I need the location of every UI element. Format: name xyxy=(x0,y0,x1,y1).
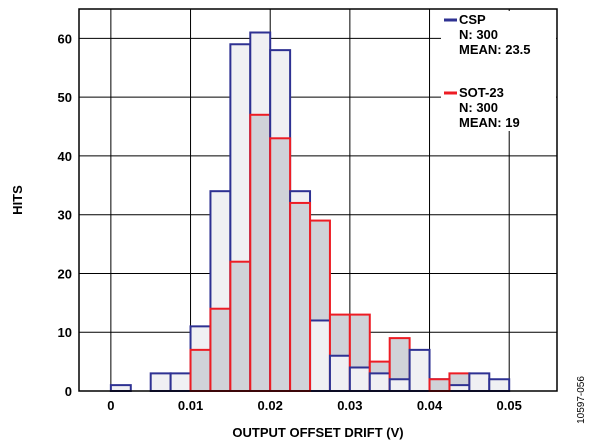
y-tick-label: 20 xyxy=(58,266,72,281)
sot23-bars xyxy=(309,219,471,393)
x-axis-label: OUTPUT OFFSET DRIFT (V) xyxy=(232,425,403,440)
y-tick-label: 10 xyxy=(58,325,72,340)
legend-label: MEAN: 23.5 xyxy=(459,42,531,57)
legend-label: SOT-23 xyxy=(459,85,504,100)
legend-label: N: 300 xyxy=(459,100,498,115)
x-tick-label: 0.05 xyxy=(497,398,522,413)
csp-bar xyxy=(408,348,431,393)
x-tick-label: 0.01 xyxy=(178,398,203,413)
x-tick-labels: 0 0.01 0.02 0.03 0.04 0.05 xyxy=(107,398,522,413)
csp-bar xyxy=(169,372,192,393)
csp-bar xyxy=(488,378,511,393)
y-tick-labels: 0 10 20 30 40 50 60 xyxy=(58,31,72,399)
sot23-bar xyxy=(428,378,451,393)
sot23-bar xyxy=(289,201,312,392)
y-tick-label: 50 xyxy=(58,90,72,105)
y-tick-label: 60 xyxy=(58,31,72,46)
y-tick-label: 0 xyxy=(65,384,72,399)
y-tick-label: 30 xyxy=(58,208,72,223)
csp-bar xyxy=(468,372,491,393)
csp-bar xyxy=(388,378,411,393)
csp-bar xyxy=(109,384,132,393)
sot23-bar xyxy=(209,307,232,393)
x-tick-label: 0.03 xyxy=(337,398,362,413)
x-tick-label: 0 xyxy=(107,398,114,413)
csp-bar xyxy=(448,384,471,393)
y-axis-label: HITS xyxy=(10,185,25,215)
csp-bar xyxy=(309,319,331,393)
sot23-bar xyxy=(249,113,272,393)
sot23-bar xyxy=(269,137,292,392)
legend-label: MEAN: 19 xyxy=(459,115,520,130)
sot23-bar xyxy=(229,260,252,393)
legend-background xyxy=(441,11,556,131)
legend-box xyxy=(441,11,556,131)
csp-bars xyxy=(109,31,511,393)
sot23-bar xyxy=(189,348,212,393)
figure-id: 10597-056 xyxy=(576,376,587,424)
csp-bar xyxy=(368,372,391,393)
x-tick-label: 0.02 xyxy=(258,398,283,413)
y-tick-label: 40 xyxy=(58,149,72,164)
plot-frame xyxy=(78,8,558,392)
csp-bar xyxy=(149,372,172,393)
legend-label: CSP xyxy=(459,12,486,27)
csp-bar xyxy=(348,366,371,393)
x-tick-label: 0.04 xyxy=(417,398,443,413)
legend-label: N: 300 xyxy=(459,27,498,42)
csp-bar xyxy=(328,354,351,393)
